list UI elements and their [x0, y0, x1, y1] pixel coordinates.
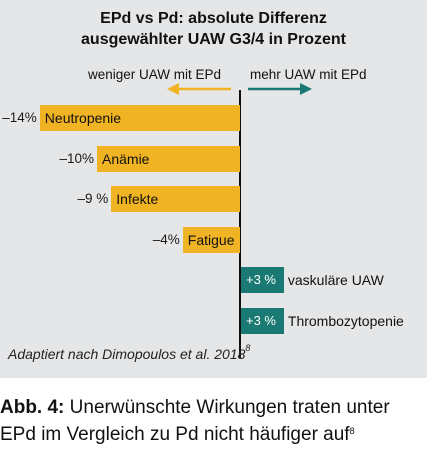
chart-title-line2: ausgewählter UAW G3/4 in Prozent — [81, 31, 346, 48]
bar-1 — [39, 105, 240, 131]
bar-3 — [111, 186, 240, 212]
source-ref: 8 — [245, 343, 251, 353]
caption-ref: 8 — [349, 426, 355, 436]
value-label: –14% — [2, 110, 37, 125]
figure-caption: Abb. 4: Unerwünschte Wirkungen traten un… — [0, 394, 427, 448]
value-label: –4% — [152, 231, 180, 247]
category-label: Thrombozytopenie — [287, 312, 404, 329]
category-label: Fatigue — [187, 231, 235, 248]
value-label: +3 % — [246, 272, 276, 287]
zero-axis-line — [239, 90, 241, 358]
chart-panel: EPd vs Pd: absolute Differenz ausgewählt… — [0, 0, 427, 378]
bar-2 — [97, 145, 240, 172]
category-label: vaskuläre UAW — [287, 272, 384, 288]
right-arrow-icon — [248, 83, 312, 95]
category-label: Anämie — [102, 150, 150, 167]
left-arrow-icon — [167, 83, 231, 95]
chart-title-line1: EPd vs Pd: absolute Differenz — [100, 10, 327, 27]
source-note: Adaptiert nach Dimopoulos et al. 20188 — [8, 343, 251, 362]
bar-5 — [241, 267, 284, 293]
value-label: –10% — [59, 150, 94, 166]
right-direction-label: mehr UAW mit EPd — [250, 67, 367, 82]
value-label: +3 % — [246, 312, 276, 328]
caption-label: Abb. 4: — [0, 397, 65, 418]
chart-title: EPd vs Pd: absolute Differenz ausgewählt… — [0, 8, 427, 50]
bar-4 — [182, 226, 240, 253]
source-text: Adaptiert nach Dimopoulos et al. 2018 — [8, 346, 246, 362]
bar-6 — [241, 307, 284, 334]
caption-line2: EPd im Vergleich zu Pd nicht häufiger au… — [0, 421, 427, 448]
category-label: Infekte — [116, 191, 159, 207]
caption-line1: Abb. 4: Unerwünschte Wirkungen traten un… — [0, 394, 427, 421]
left-direction-label: weniger UAW mit EPd — [88, 67, 222, 82]
category-label: Neutropenie — [44, 110, 122, 126]
value-label: –9 % — [77, 191, 109, 206]
caption-text2: EPd im Vergleich zu Pd nicht häufiger au… — [0, 424, 350, 445]
caption-text1: Unerwünschte Wirkungen traten unter — [64, 397, 390, 418]
